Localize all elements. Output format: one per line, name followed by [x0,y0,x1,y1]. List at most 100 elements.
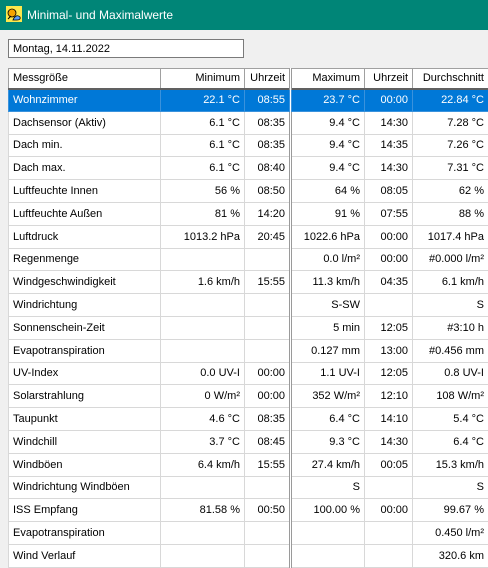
cell-min-uhrzeit [245,316,291,339]
cell-durchschnitt: 88 % [413,202,488,225]
cell-min-uhrzeit: 08:35 [245,408,291,431]
cell-messgroesse: Dach max. [9,157,161,180]
cell-maximum: 5 min [291,316,365,339]
cell-max-uhrzeit: 14:10 [365,408,413,431]
cell-min-uhrzeit: 08:40 [245,157,291,180]
column-header-messgroesse[interactable]: Messgröße [9,69,161,89]
cell-min-uhrzeit: 00:00 [245,385,291,408]
cell-durchschnitt: 22.84 °C [413,89,488,112]
cell-messgroesse: Evapotranspiration [9,522,161,545]
cell-max-uhrzeit: 04:35 [365,271,413,294]
column-header-minimum[interactable]: Minimum [161,69,245,89]
column-header-maximum[interactable]: Maximum [291,69,365,89]
cell-messgroesse: Evapotranspiration [9,339,161,362]
cell-durchschnitt: 6.4 °C [413,430,488,453]
cell-minimum: 3.7 °C [161,430,245,453]
cell-durchschnitt: #3:10 h [413,316,488,339]
cell-messgroesse: UV-Index [9,362,161,385]
date-field[interactable]: Montag, 14.11.2022 [8,39,244,58]
column-header-min-uhrzeit[interactable]: Uhrzeit [245,69,291,89]
cell-min-uhrzeit [245,248,291,271]
cell-maximum: 100.00 % [291,499,365,522]
cell-minimum: 1.6 km/h [161,271,245,294]
cell-maximum: 27.4 km/h [291,453,365,476]
cell-max-uhrzeit: 07:55 [365,202,413,225]
title-bar: Minimal- und Maximalwerte [0,0,488,30]
cell-min-uhrzeit [245,294,291,317]
cell-max-uhrzeit: 12:10 [365,385,413,408]
cell-durchschnitt: 0.8 UV-I [413,362,488,385]
column-header-durchschnitt[interactable]: Durchschnitt [413,69,488,89]
cell-maximum [291,522,365,545]
cell-maximum: 0.127 mm [291,339,365,362]
cell-minimum [161,316,245,339]
cell-maximum: 9.4 °C [291,111,365,134]
cell-minimum: 6.1 °C [161,111,245,134]
cell-max-uhrzeit: 00:00 [365,248,413,271]
cell-messgroesse: Luftfeuchte Innen [9,180,161,203]
cell-max-uhrzeit: 14:30 [365,430,413,453]
cell-min-uhrzeit: 08:45 [245,430,291,453]
cell-min-uhrzeit [245,476,291,499]
cell-max-uhrzeit: 00:00 [365,225,413,248]
cell-maximum: 11.3 km/h [291,271,365,294]
cell-minimum: 1013.2 hPa [161,225,245,248]
cell-minimum [161,294,245,317]
cell-maximum: 64 % [291,180,365,203]
cell-min-uhrzeit: 08:50 [245,180,291,203]
cell-minimum: 56 % [161,180,245,203]
cell-messgroesse: ISS Empfang [9,499,161,522]
cell-maximum: 23.7 °C [291,89,365,112]
cell-messgroesse: Regenmenge [9,248,161,271]
cell-messgroesse: Taupunkt [9,408,161,431]
cell-min-uhrzeit: 15:55 [245,271,291,294]
cell-messgroesse: Sonnenschein-Zeit [9,316,161,339]
cell-minimum [161,248,245,271]
cell-min-uhrzeit: 20:45 [245,225,291,248]
cell-minimum: 0.0 UV-I [161,362,245,385]
cell-min-uhrzeit: 00:50 [245,499,291,522]
cell-minimum: 4.6 °C [161,408,245,431]
cell-max-uhrzeit [365,522,413,545]
cell-durchschnitt: 5.4 °C [413,408,488,431]
cell-durchschnitt: 0.450 l/m² [413,522,488,545]
cell-min-uhrzeit: 08:55 [245,89,291,112]
cell-max-uhrzeit: 12:05 [365,362,413,385]
cell-maximum: 0.0 l/m² [291,248,365,271]
table-row[interactable]: Evapotranspiration 0.450 l/m² [9,522,488,545]
cell-maximum: 9.4 °C [291,157,365,180]
cell-minimum: 6.4 km/h [161,453,245,476]
table-header-row: Messgröße Minimum Uhrzeit Maximum Uhrzei… [9,69,488,89]
cell-minimum: 81.58 % [161,499,245,522]
cell-min-uhrzeit: 08:35 [245,134,291,157]
cell-durchschnitt: S [413,294,488,317]
cell-durchschnitt: 7.28 °C [413,111,488,134]
cell-max-uhrzeit [365,294,413,317]
cell-minimum: 6.1 °C [161,157,245,180]
cell-max-uhrzeit: 14:35 [365,134,413,157]
column-header-max-uhrzeit[interactable]: Uhrzeit [365,69,413,89]
cell-max-uhrzeit [365,476,413,499]
cell-maximum: 352 W/m² [291,385,365,408]
cell-min-uhrzeit [245,339,291,362]
